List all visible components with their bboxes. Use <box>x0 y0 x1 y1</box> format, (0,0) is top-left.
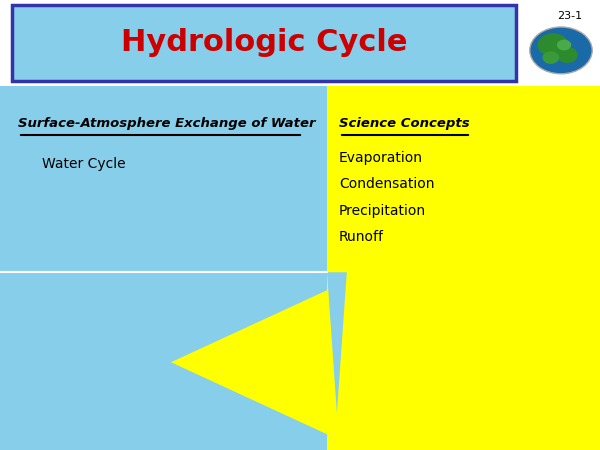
Text: Condensation: Condensation <box>339 177 434 192</box>
Bar <box>0 86 327 450</box>
Polygon shape <box>171 272 600 450</box>
Text: Evaporation: Evaporation <box>339 151 423 166</box>
Text: 23-1: 23-1 <box>557 11 583 21</box>
Circle shape <box>557 40 571 50</box>
Text: Runoff: Runoff <box>339 230 384 244</box>
Circle shape <box>538 33 569 57</box>
Bar <box>327 86 600 450</box>
Text: Hydrologic Cycle: Hydrologic Cycle <box>121 28 407 57</box>
Circle shape <box>556 47 578 63</box>
Polygon shape <box>327 272 347 413</box>
Text: Precipitation: Precipitation <box>339 203 426 218</box>
Circle shape <box>530 27 592 74</box>
Circle shape <box>542 51 559 64</box>
Text: Surface-Atmosphere Exchange of Water: Surface-Atmosphere Exchange of Water <box>18 117 316 130</box>
FancyBboxPatch shape <box>12 4 516 81</box>
Text: Science Concepts: Science Concepts <box>339 117 470 130</box>
Text: Water Cycle: Water Cycle <box>42 157 125 171</box>
